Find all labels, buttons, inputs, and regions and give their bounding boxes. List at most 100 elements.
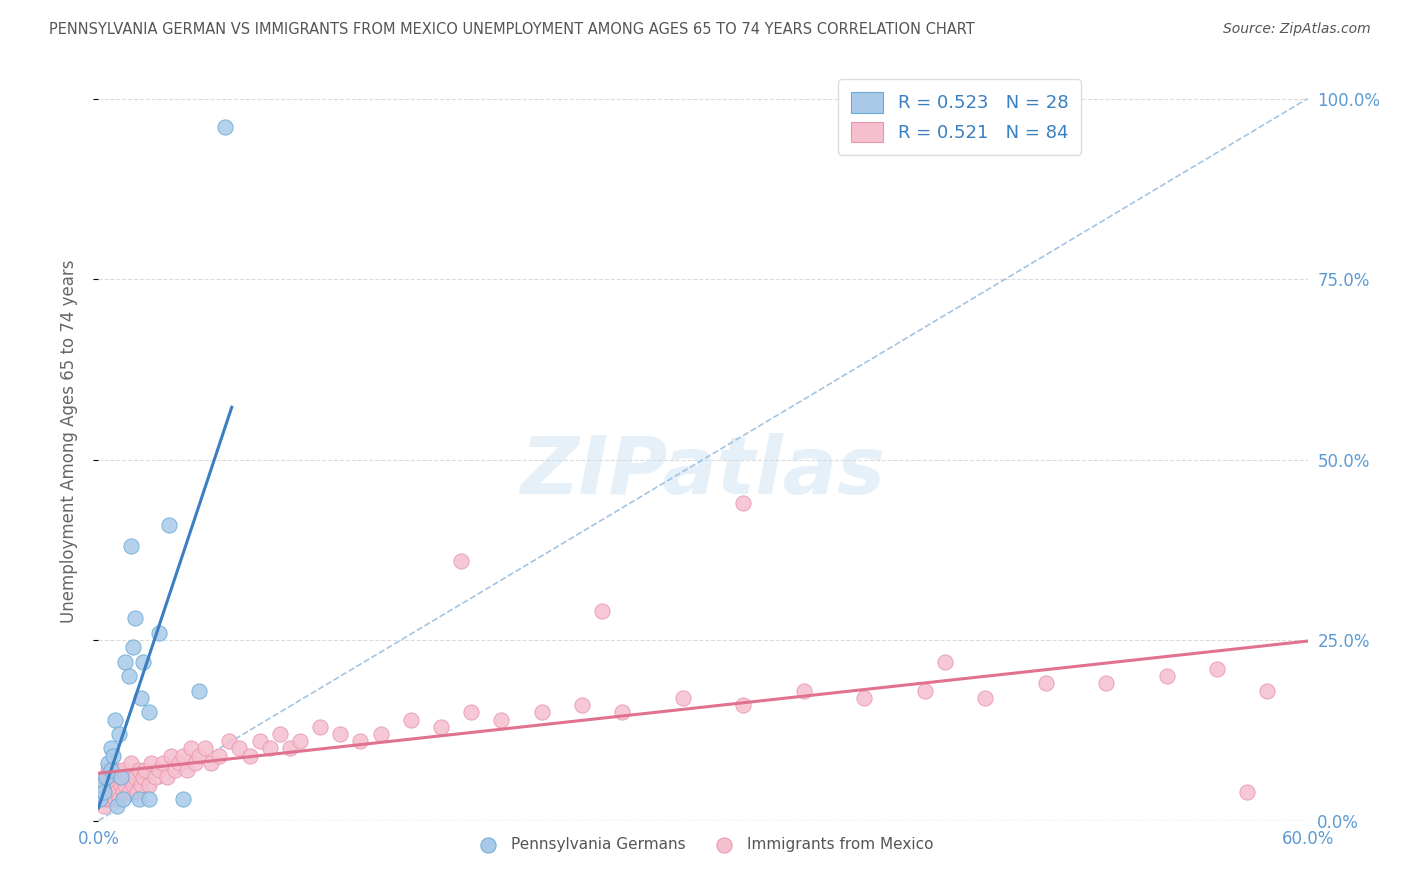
Point [349,734,371,748]
Point [249,734,271,748]
Point [125,785,148,799]
Point [1156,669,1178,683]
Point [214,120,236,135]
Point [460,706,482,720]
Point [120,539,142,553]
Point [188,748,211,763]
Point [218,734,240,748]
Point [672,690,695,705]
Point [148,763,170,777]
Point [370,727,392,741]
Point [1236,785,1258,799]
Point [239,748,262,763]
Point [157,517,180,532]
Point [114,655,136,669]
Point [1256,683,1278,698]
Point [450,554,472,568]
Point [1095,676,1118,690]
Point [591,604,613,618]
Point [96,770,118,784]
Point [309,720,332,734]
Legend: Pennsylvania Germans, Immigrants from Mexico: Pennsylvania Germans, Immigrants from Me… [467,831,939,858]
Point [93,799,115,814]
Point [114,778,136,792]
Point [120,756,142,770]
Point [180,741,202,756]
Point [129,778,152,792]
Point [107,792,129,806]
Point [89,792,111,806]
Point [100,778,122,792]
Point [733,698,755,712]
Point [914,683,936,698]
Point [974,690,997,705]
Point [288,734,311,748]
Point [96,792,118,806]
Point [188,683,211,698]
Point [121,778,143,792]
Point [934,655,956,669]
Point [129,690,152,705]
Point [93,778,115,792]
Point [105,799,128,814]
Point [115,770,138,784]
Point [118,785,141,799]
Point [491,713,513,727]
Point [176,763,198,777]
Point [134,763,156,777]
Point [139,756,162,770]
Point [853,690,876,705]
Point [163,763,186,777]
Point [124,770,146,784]
Point [110,770,132,784]
Point [97,756,120,770]
Point [121,640,143,655]
Point [89,792,111,806]
Point [105,778,128,792]
Point [430,720,453,734]
Point [111,792,134,806]
Point [101,785,124,799]
Point [111,785,134,799]
Point [100,741,122,756]
Point [128,792,150,806]
Point [184,756,207,770]
Point [1206,662,1229,676]
Text: Source: ZipAtlas.com: Source: ZipAtlas.com [1223,22,1371,37]
Point [530,706,553,720]
Point [329,727,352,741]
Point [97,785,120,799]
Point [571,698,593,712]
Text: PENNSYLVANIA GERMAN VS IMMIGRANTS FROM MEXICO UNEMPLOYMENT AMONG AGES 65 TO 74 Y: PENNSYLVANIA GERMAN VS IMMIGRANTS FROM M… [49,22,974,37]
Point [101,748,124,763]
Point [110,778,132,792]
Point [148,626,170,640]
Point [118,669,141,683]
Point [91,778,114,792]
Point [152,756,174,770]
Point [103,792,125,806]
Point [132,655,155,669]
Point [167,756,190,770]
Point [160,748,183,763]
Point [733,496,755,510]
Point [105,785,128,799]
Point [269,727,291,741]
Point [107,727,129,741]
Point [612,706,634,720]
Point [124,611,146,625]
Point [200,756,222,770]
Point [138,706,160,720]
Point [278,741,301,756]
Point [103,763,125,777]
Point [93,785,115,799]
Point [96,770,118,784]
Text: ZIPatlas: ZIPatlas [520,433,886,511]
Point [111,763,134,777]
Point [97,763,120,777]
Point [101,770,124,784]
Point [132,770,155,784]
Point [172,748,194,763]
Point [100,792,122,806]
Point [91,785,114,799]
